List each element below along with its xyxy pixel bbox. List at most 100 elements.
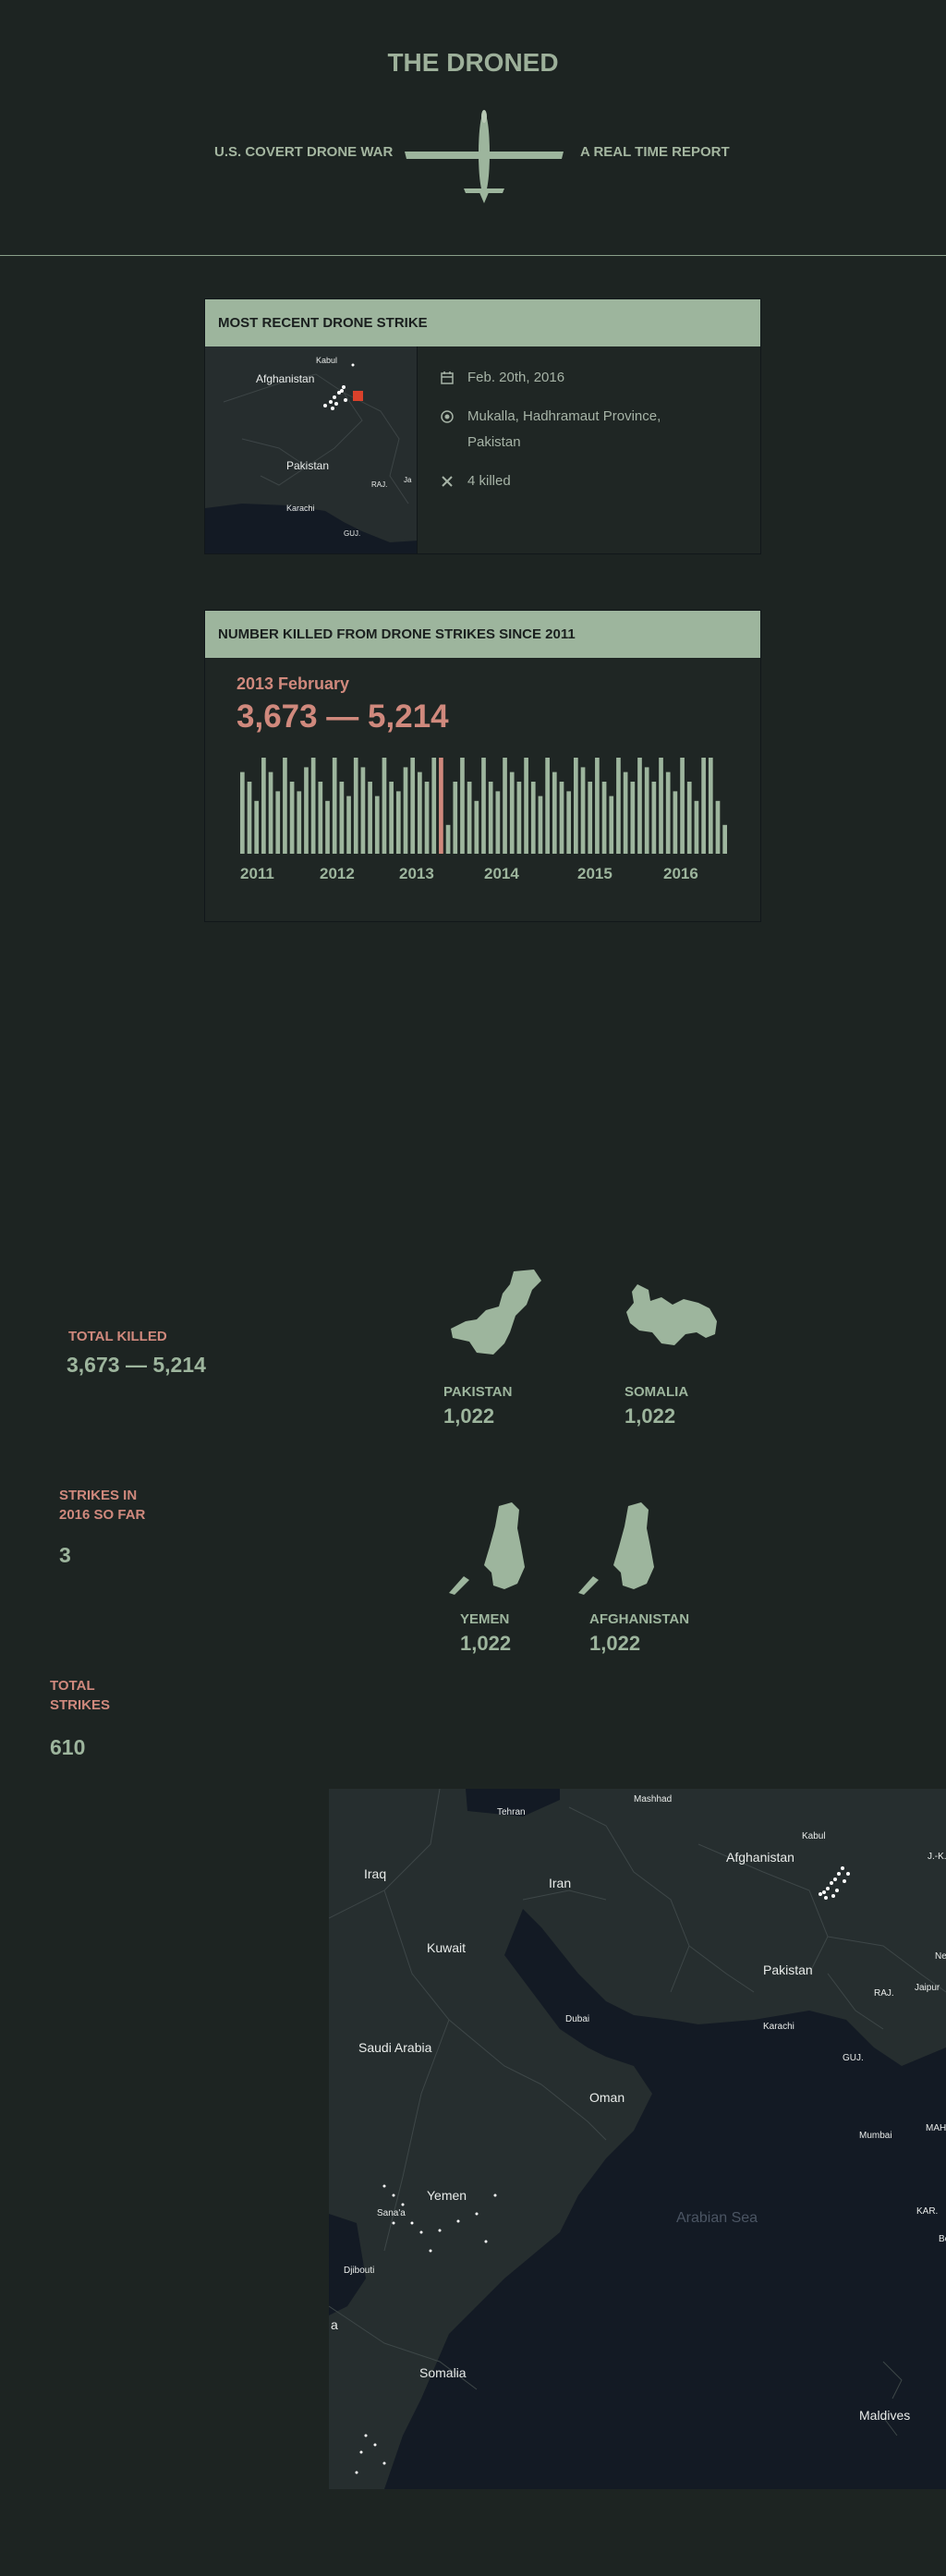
selected-period-value: 3,673 — 5,214 bbox=[236, 699, 449, 735]
chart-bar[interactable] bbox=[261, 758, 266, 854]
chart-bar[interactable] bbox=[325, 800, 330, 854]
chart-bar[interactable] bbox=[318, 782, 323, 854]
chart-bar[interactable] bbox=[424, 782, 430, 854]
chart-bar[interactable] bbox=[701, 758, 706, 854]
strike-killed: 4 killed bbox=[467, 473, 511, 489]
chart-bar[interactable] bbox=[382, 758, 387, 854]
chart-bar[interactable] bbox=[601, 782, 607, 854]
chart-bar[interactable] bbox=[431, 758, 437, 854]
location-pin-icon bbox=[438, 404, 456, 430]
strikes-2016-label: STRIKES IN 2016 SO FAR bbox=[59, 1486, 145, 1525]
recent-strike-map[interactable]: Kabul Afghanistan Pakistan RAJ. Ja Karac… bbox=[205, 346, 418, 553]
strike-location-row: Mukalla, Hadhramaut Province, Pakistan bbox=[438, 404, 740, 456]
chart-bar[interactable] bbox=[516, 782, 522, 854]
chart-bar[interactable] bbox=[538, 796, 543, 854]
chart-bar[interactable] bbox=[304, 767, 309, 854]
chart-bar[interactable] bbox=[673, 791, 678, 854]
chart-bar[interactable] bbox=[722, 824, 727, 854]
chart-bar[interactable] bbox=[659, 758, 663, 854]
chart-bar[interactable] bbox=[574, 758, 578, 854]
chart-bar[interactable] bbox=[297, 791, 302, 854]
mini-label-pakistan: Pakistan bbox=[286, 459, 330, 472]
chart-bar[interactable] bbox=[503, 758, 507, 854]
map-label-guj: GUJ. bbox=[843, 2053, 864, 2063]
chart-bar[interactable] bbox=[680, 758, 685, 854]
chart-bar[interactable] bbox=[524, 758, 528, 854]
chart-bar[interactable] bbox=[580, 767, 586, 854]
chart-bar[interactable] bbox=[254, 800, 260, 854]
chart-bar[interactable] bbox=[275, 791, 281, 854]
drone-icon bbox=[405, 110, 564, 203]
chart-bar[interactable] bbox=[686, 782, 692, 854]
chart-bar[interactable] bbox=[445, 824, 451, 854]
chart-bar[interactable] bbox=[368, 782, 372, 854]
chart-bar[interactable] bbox=[637, 758, 642, 854]
chart-bar[interactable] bbox=[410, 758, 416, 854]
map-label-saudi-arabia: Saudi Arabia bbox=[358, 2040, 432, 2055]
chart-bar[interactable] bbox=[418, 772, 422, 854]
strike-date-row: Feb. 20th, 2016 bbox=[438, 365, 740, 391]
strike-location-line2: Pakistan bbox=[467, 434, 521, 450]
chart-bar[interactable] bbox=[552, 772, 557, 854]
pakistan-shape-icon[interactable] bbox=[449, 1268, 551, 1360]
chart-bar[interactable] bbox=[374, 796, 380, 854]
strike-region-map[interactable]: Tehran Mashhad Iraq Iran Afghanistan Kab… bbox=[329, 1789, 946, 2489]
total-strikes-value: 610 bbox=[50, 1735, 86, 1759]
chart-bar[interactable] bbox=[545, 758, 550, 854]
chart-bar[interactable] bbox=[353, 758, 358, 854]
chart-bar[interactable] bbox=[467, 782, 472, 854]
chart-bar[interactable] bbox=[509, 772, 515, 854]
chart-bar[interactable] bbox=[332, 758, 337, 854]
chart-bar[interactable] bbox=[389, 782, 394, 854]
chart-bar[interactable] bbox=[360, 767, 366, 854]
chart-bar[interactable] bbox=[651, 782, 657, 854]
chart-bar[interactable] bbox=[708, 758, 713, 854]
chart-bar[interactable] bbox=[595, 758, 600, 854]
chart-bar[interactable] bbox=[240, 772, 245, 854]
chart-bar[interactable] bbox=[460, 758, 465, 854]
chart-bar-selected[interactable] bbox=[439, 758, 443, 854]
country-value-pakistan: 1,022 bbox=[443, 1404, 495, 1428]
chart-bar[interactable] bbox=[346, 796, 351, 854]
somalia-shape-icon[interactable] bbox=[625, 1281, 719, 1349]
chart-bar[interactable] bbox=[339, 782, 345, 854]
map-label-maldives: Maldives bbox=[859, 2408, 911, 2423]
chart-bar[interactable] bbox=[694, 800, 699, 854]
chart-bar[interactable] bbox=[566, 791, 572, 854]
chart-bar[interactable] bbox=[453, 782, 458, 854]
chart-bar[interactable] bbox=[715, 800, 721, 854]
chart-bar[interactable] bbox=[616, 758, 621, 854]
afghanistan-shape-icon[interactable] bbox=[576, 1501, 665, 1595]
chart-bar[interactable] bbox=[495, 791, 501, 854]
chart-bar[interactable] bbox=[530, 782, 536, 854]
chart-bar[interactable] bbox=[395, 791, 401, 854]
chart-bar[interactable] bbox=[403, 767, 408, 854]
chart-bar[interactable] bbox=[474, 800, 479, 854]
chart-bar[interactable] bbox=[283, 758, 287, 854]
killed-bar-chart[interactable] bbox=[240, 758, 730, 854]
country-value-yemen: 1,022 bbox=[460, 1632, 512, 1655]
chart-bar[interactable] bbox=[289, 782, 295, 854]
latest-strike-marker[interactable] bbox=[353, 391, 363, 401]
map-label-karachi: Karachi bbox=[763, 2022, 794, 2032]
chart-bar[interactable] bbox=[588, 782, 593, 854]
selected-period-label: 2013 February bbox=[236, 674, 350, 693]
chart-bar[interactable] bbox=[268, 772, 273, 854]
recent-strike-info: Feb. 20th, 2016 Mukalla, Hadhramaut Prov… bbox=[418, 346, 760, 553]
chart-bar[interactable] bbox=[630, 782, 636, 854]
chart-bar[interactable] bbox=[481, 758, 486, 854]
yemen-shape-icon[interactable] bbox=[447, 1501, 536, 1595]
site-title: THE DRONED bbox=[387, 48, 559, 77]
chart-bar[interactable] bbox=[609, 796, 614, 854]
map-label-mumbai: Mumbai bbox=[859, 2131, 892, 2141]
chart-bar[interactable] bbox=[559, 782, 564, 854]
map-label-new: New bbox=[935, 1951, 946, 1962]
chart-bar[interactable] bbox=[310, 758, 316, 854]
map-label-somalia: Somalia bbox=[419, 2365, 467, 2380]
chart-bar[interactable] bbox=[665, 772, 671, 854]
chart-bar[interactable] bbox=[247, 782, 252, 854]
chart-bar[interactable] bbox=[623, 772, 628, 854]
total-strikes-label-2: STRIKES bbox=[50, 1697, 111, 1713]
chart-bar[interactable] bbox=[488, 782, 493, 854]
chart-bar[interactable] bbox=[644, 767, 649, 854]
